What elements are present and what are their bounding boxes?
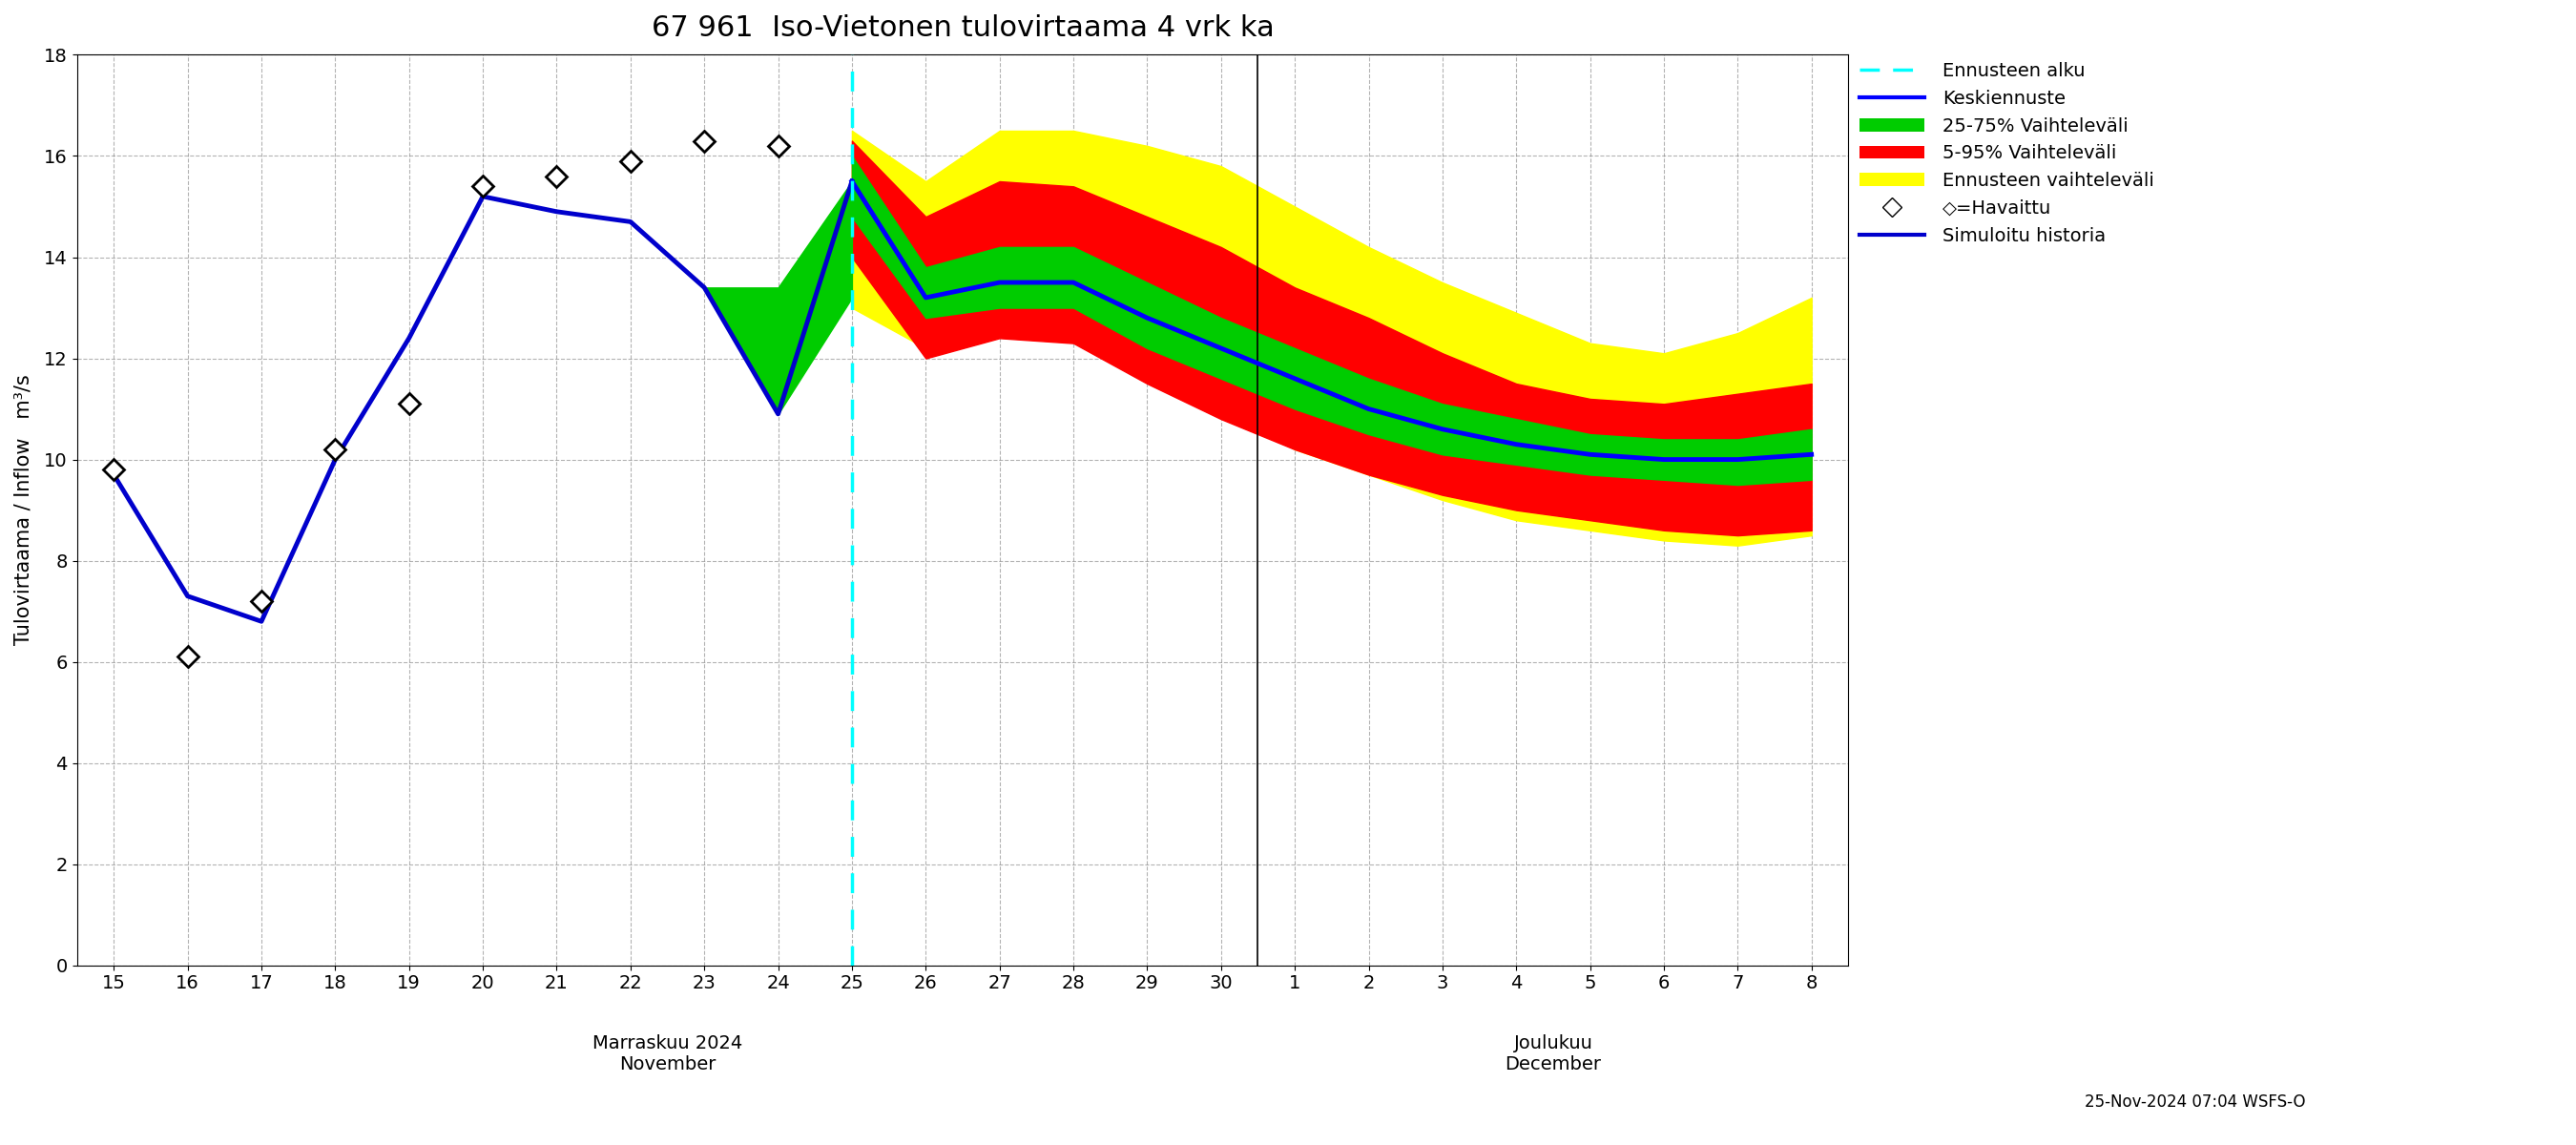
Title: 67 961  Iso-Vietonen tulovirtaama 4 vrk ka: 67 961 Iso-Vietonen tulovirtaama 4 vrk k… <box>652 14 1275 42</box>
Text: Marraskuu 2024
November: Marraskuu 2024 November <box>592 1034 742 1073</box>
Legend: Ennusteen alku, Keskiennuste, 25-75% Vaihteleväli, 5-95% Vaihteleväli, Ennusteen: Ennusteen alku, Keskiennuste, 25-75% Vai… <box>1852 55 2161 252</box>
Text: 25-Nov-2024 07:04 WSFS-O: 25-Nov-2024 07:04 WSFS-O <box>2084 1093 2306 1111</box>
Y-axis label: Tulovirtaama / Inflow   m³/s: Tulovirtaama / Inflow m³/s <box>15 374 33 646</box>
Text: Joulukuu
December: Joulukuu December <box>1504 1034 1602 1073</box>
